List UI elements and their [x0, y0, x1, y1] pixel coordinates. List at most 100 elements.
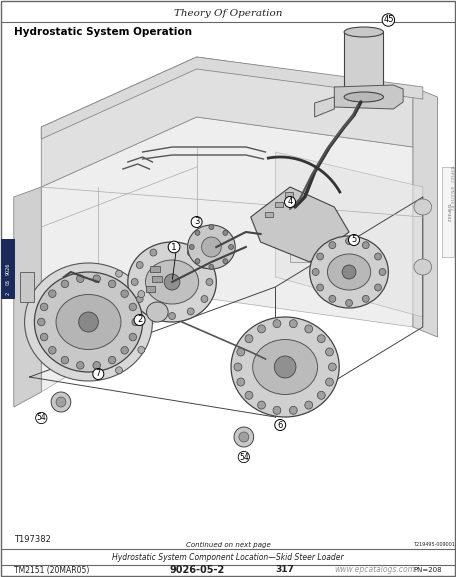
- Ellipse shape: [25, 263, 152, 381]
- Circle shape: [341, 265, 355, 279]
- Circle shape: [136, 295, 143, 302]
- Polygon shape: [412, 87, 437, 337]
- Circle shape: [61, 280, 69, 288]
- Circle shape: [272, 320, 280, 328]
- Text: 2: 2: [6, 291, 10, 295]
- Ellipse shape: [34, 272, 142, 372]
- Circle shape: [108, 357, 116, 364]
- Circle shape: [121, 290, 128, 298]
- Circle shape: [222, 258, 227, 264]
- Text: 3: 3: [194, 218, 199, 227]
- Text: 6: 6: [277, 421, 282, 429]
- Circle shape: [108, 280, 116, 288]
- Ellipse shape: [145, 260, 198, 304]
- Ellipse shape: [187, 225, 235, 269]
- Polygon shape: [333, 85, 402, 109]
- Circle shape: [129, 303, 136, 311]
- Circle shape: [138, 346, 144, 353]
- Polygon shape: [41, 117, 412, 392]
- Circle shape: [115, 367, 122, 374]
- Bar: [442, 167, 453, 257]
- Polygon shape: [314, 97, 333, 117]
- Circle shape: [131, 279, 138, 286]
- Circle shape: [228, 245, 233, 249]
- Circle shape: [208, 264, 213, 269]
- Circle shape: [208, 224, 213, 230]
- Text: 45: 45: [382, 16, 393, 24]
- Circle shape: [236, 378, 244, 386]
- Text: 9026-05-2: 9026-05-2: [169, 565, 224, 575]
- Bar: [19, 272, 34, 302]
- Circle shape: [164, 274, 180, 290]
- Circle shape: [187, 308, 194, 315]
- Circle shape: [56, 397, 66, 407]
- Circle shape: [257, 325, 265, 333]
- Circle shape: [49, 346, 56, 354]
- Circle shape: [272, 406, 280, 414]
- Circle shape: [150, 308, 156, 315]
- Circle shape: [374, 253, 381, 260]
- Circle shape: [328, 295, 335, 302]
- Circle shape: [238, 432, 248, 442]
- Ellipse shape: [413, 259, 431, 275]
- Text: 54: 54: [238, 452, 248, 462]
- Text: Hydrostatic System Operation: Hydrostatic System Operation: [14, 27, 191, 37]
- Bar: [285, 192, 292, 197]
- Ellipse shape: [344, 92, 382, 102]
- Polygon shape: [30, 97, 176, 377]
- Bar: [289, 227, 338, 262]
- Circle shape: [168, 313, 175, 320]
- Polygon shape: [14, 187, 41, 407]
- Circle shape: [200, 261, 207, 268]
- Circle shape: [93, 362, 100, 369]
- Text: Continued on next page: Continued on next page: [185, 542, 270, 548]
- Circle shape: [40, 334, 48, 341]
- Circle shape: [274, 356, 295, 378]
- Ellipse shape: [309, 236, 388, 308]
- Text: 2: 2: [137, 316, 142, 324]
- Ellipse shape: [127, 242, 216, 322]
- Text: 1: 1: [171, 242, 176, 252]
- Circle shape: [206, 279, 213, 286]
- Text: Hydrostatic System Component Location—Skid Steer Loader: Hydrostatic System Component Location—Sk…: [112, 553, 343, 561]
- Bar: [150, 266, 160, 272]
- Circle shape: [136, 261, 143, 268]
- Text: TM2151 (20MAR05): TM2151 (20MAR05): [14, 565, 89, 575]
- Text: 9026: 9026: [6, 263, 10, 275]
- Ellipse shape: [252, 339, 317, 395]
- Circle shape: [317, 391, 325, 399]
- Text: T19P302: T19P302: [445, 203, 450, 222]
- Circle shape: [189, 245, 194, 249]
- Circle shape: [40, 303, 48, 311]
- Circle shape: [362, 295, 369, 302]
- Text: 54: 54: [36, 414, 46, 422]
- Circle shape: [233, 427, 253, 447]
- Bar: [265, 212, 273, 217]
- Circle shape: [236, 348, 244, 356]
- Text: www.epcatalogs.com: www.epcatalogs.com: [333, 565, 414, 575]
- Circle shape: [374, 284, 381, 291]
- Circle shape: [222, 230, 227, 235]
- Circle shape: [129, 334, 136, 341]
- Ellipse shape: [327, 254, 370, 290]
- Ellipse shape: [413, 199, 431, 215]
- Text: 317: 317: [275, 565, 294, 575]
- Text: PN=208: PN=208: [413, 567, 442, 573]
- Text: 7: 7: [95, 369, 101, 379]
- Bar: [344, 32, 382, 97]
- Bar: [1, 239, 15, 299]
- Circle shape: [51, 392, 71, 412]
- Ellipse shape: [146, 302, 168, 322]
- Circle shape: [49, 290, 56, 298]
- Circle shape: [93, 275, 100, 283]
- Polygon shape: [41, 57, 422, 139]
- Circle shape: [244, 335, 252, 343]
- Bar: [145, 286, 155, 292]
- Circle shape: [316, 284, 323, 291]
- Circle shape: [325, 378, 333, 386]
- Text: T19P302   4/N-6/16 R2: T19P302 4/N-6/16 R2: [448, 164, 452, 210]
- Circle shape: [345, 299, 352, 306]
- Polygon shape: [41, 57, 412, 187]
- Circle shape: [328, 363, 336, 371]
- Circle shape: [304, 325, 312, 333]
